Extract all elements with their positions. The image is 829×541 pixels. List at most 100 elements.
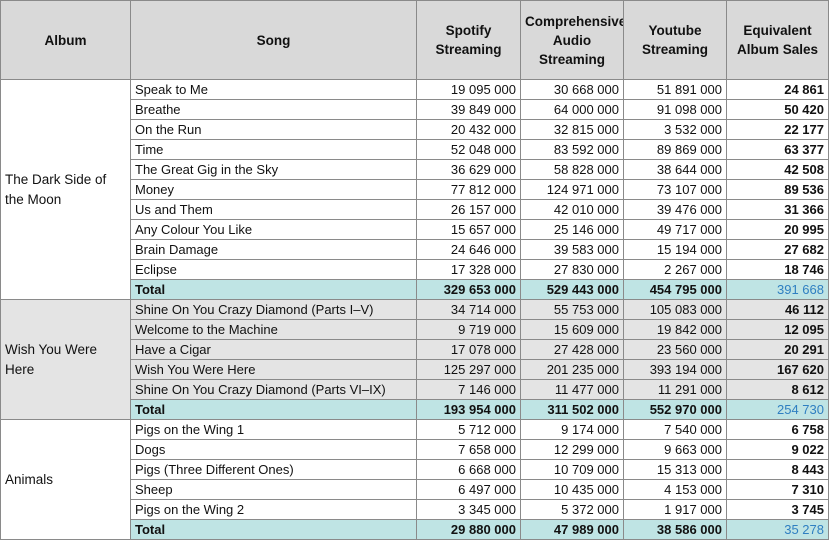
total-audio-cell: 47 989 000 bbox=[520, 519, 624, 540]
spotify-cell: 39 849 000 bbox=[416, 99, 521, 120]
header-equivalent-album-sales: Equivalent Album Sales bbox=[726, 0, 829, 80]
eas-cell: 50 420 bbox=[726, 99, 829, 120]
header-spotify-streaming: Spotify Streaming bbox=[416, 0, 521, 80]
eas-cell: 27 682 bbox=[726, 239, 829, 260]
spotify-cell: 52 048 000 bbox=[416, 139, 521, 160]
audio-cell: 32 815 000 bbox=[520, 119, 624, 140]
youtube-cell: 15 313 000 bbox=[623, 459, 727, 480]
youtube-cell: 51 891 000 bbox=[623, 79, 727, 100]
audio-cell: 201 235 000 bbox=[520, 359, 624, 380]
song-cell: Pigs (Three Different Ones) bbox=[130, 459, 417, 480]
youtube-cell: 38 644 000 bbox=[623, 159, 727, 180]
audio-cell: 27 428 000 bbox=[520, 339, 624, 360]
song-cell: Eclipse bbox=[130, 259, 417, 280]
song-cell: Money bbox=[130, 179, 417, 200]
youtube-cell: 393 194 000 bbox=[623, 359, 727, 380]
spotify-cell: 17 328 000 bbox=[416, 259, 521, 280]
table-row: Shine On You Crazy Diamond (Parts VI–IX)… bbox=[1, 379, 829, 400]
song-cell: Pigs on the Wing 2 bbox=[130, 499, 417, 520]
table-row: Sheep 6 497 000 10 435 000 4 153 000 7 310 bbox=[1, 479, 829, 500]
eas-cell: 7 310 bbox=[726, 479, 829, 500]
eas-cell: 22 177 bbox=[726, 119, 829, 140]
table-row: Us and Them 26 157 000 42 010 000 39 476 00… bbox=[1, 199, 829, 220]
song-cell: On the Run bbox=[130, 119, 417, 140]
table-row: Dogs 7 658 000 12 299 000 9 663 000 9 022 bbox=[1, 439, 829, 460]
eas-cell: 24 861 bbox=[726, 79, 829, 100]
song-cell: The Great Gig in the Sky bbox=[130, 159, 417, 180]
youtube-cell: 19 842 000 bbox=[623, 319, 727, 340]
song-cell: Have a Cigar bbox=[130, 339, 417, 360]
youtube-cell: 105 083 000 bbox=[623, 299, 727, 320]
eas-cell: 20 291 bbox=[726, 339, 829, 360]
album-cell: The Dark Side of the Moon bbox=[0, 79, 131, 300]
audio-cell: 25 146 000 bbox=[520, 219, 624, 240]
youtube-cell: 91 098 000 bbox=[623, 99, 727, 120]
spotify-cell: 34 714 000 bbox=[416, 299, 521, 320]
youtube-cell: 9 663 000 bbox=[623, 439, 727, 460]
eas-cell: 20 995 bbox=[726, 219, 829, 240]
audio-cell: 9 174 000 bbox=[520, 419, 624, 440]
spotify-cell: 9 719 000 bbox=[416, 319, 521, 340]
header-row: Album Song Spotify Streaming Comprehensi… bbox=[0, 0, 829, 80]
total-youtube-cell: 454 795 000 bbox=[623, 279, 727, 300]
table-row: The Dark Side of the Moon Speak to Me 19 0… bbox=[0, 79, 829, 300]
audio-cell: 11 477 000 bbox=[520, 379, 624, 400]
table-body: The Dark Side of the Moon Speak to Me 19 0… bbox=[0, 79, 829, 540]
youtube-cell: 73 107 000 bbox=[623, 179, 727, 200]
total-spotify-cell: 193 954 000 bbox=[416, 399, 521, 420]
total-label: Total bbox=[130, 519, 417, 540]
eas-cell: 167 620 bbox=[726, 359, 829, 380]
audio-cell: 30 668 000 bbox=[520, 79, 624, 100]
eas-cell: 89 536 bbox=[726, 179, 829, 200]
table-row: Pigs (Three Different Ones) 6 668 000 10 7… bbox=[1, 459, 829, 480]
header-youtube-streaming: Youtube Streaming bbox=[623, 0, 727, 80]
table-row: Time 52 048 000 83 592 000 89 869 000 63 377 bbox=[1, 139, 829, 160]
album-cell: Wish You Were Here bbox=[0, 299, 131, 420]
audio-cell: 15 609 000 bbox=[520, 319, 624, 340]
song-cell: Shine On You Crazy Diamond (Parts VI–IX) bbox=[130, 379, 417, 400]
table-row: Wish You Were Here Shine On You Crazy Dia… bbox=[0, 299, 829, 420]
audio-cell: 27 830 000 bbox=[520, 259, 624, 280]
total-audio-cell: 311 502 000 bbox=[520, 399, 624, 420]
youtube-cell: 11 291 000 bbox=[623, 379, 727, 400]
total-youtube-cell: 552 970 000 bbox=[623, 399, 727, 420]
eas-cell: 8 443 bbox=[726, 459, 829, 480]
total-youtube-cell: 38 586 000 bbox=[623, 519, 727, 540]
total-label: Total bbox=[130, 279, 417, 300]
total-eas-cell: 35 278 bbox=[726, 519, 829, 540]
audio-cell: 55 753 000 bbox=[520, 299, 624, 320]
total-label: Total bbox=[130, 399, 417, 420]
song-cell: Any Colour You Like bbox=[130, 219, 417, 240]
youtube-cell: 3 532 000 bbox=[623, 119, 727, 140]
song-cell: Sheep bbox=[130, 479, 417, 500]
header-comprehensive-audio-streaming: Comprehensive Audio Streaming bbox=[520, 0, 624, 80]
audio-cell: 124 971 000 bbox=[520, 179, 624, 200]
table-row: Have a Cigar 17 078 000 27 428 000 23 560 0… bbox=[1, 339, 829, 360]
eas-cell: 12 095 bbox=[726, 319, 829, 340]
youtube-cell: 4 153 000 bbox=[623, 479, 727, 500]
spotify-cell: 5 712 000 bbox=[416, 419, 521, 440]
song-cell: Time bbox=[130, 139, 417, 160]
table-row: Wish You Were Here 125 297 000 201 235 000… bbox=[1, 359, 829, 380]
album-cell: Animals bbox=[0, 419, 131, 540]
song-cell: Brain Damage bbox=[130, 239, 417, 260]
eas-cell: 6 758 bbox=[726, 419, 829, 440]
total-eas-cell: 254 730 bbox=[726, 399, 829, 420]
song-cell: Wish You Were Here bbox=[130, 359, 417, 380]
eas-cell: 3 745 bbox=[726, 499, 829, 520]
spotify-cell: 7 658 000 bbox=[416, 439, 521, 460]
audio-cell: 58 828 000 bbox=[520, 159, 624, 180]
header-album: Album bbox=[0, 0, 131, 80]
youtube-cell: 2 267 000 bbox=[623, 259, 727, 280]
total-spotify-cell: 29 880 000 bbox=[416, 519, 521, 540]
spotify-cell: 24 646 000 bbox=[416, 239, 521, 260]
song-cell: Speak to Me bbox=[130, 79, 417, 100]
youtube-cell: 15 194 000 bbox=[623, 239, 727, 260]
audio-cell: 10 709 000 bbox=[520, 459, 624, 480]
total-row: Total 29 880 000 47 989 000 38 586 000 35 27… bbox=[1, 519, 829, 540]
total-audio-cell: 529 443 000 bbox=[520, 279, 624, 300]
youtube-cell: 23 560 000 bbox=[623, 339, 727, 360]
